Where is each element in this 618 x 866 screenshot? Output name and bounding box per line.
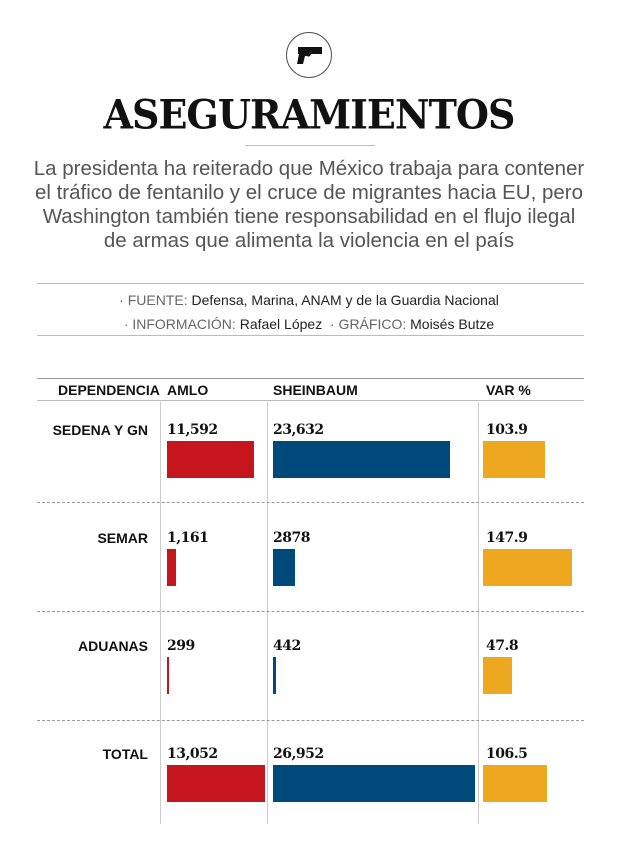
- sheinbaum-value-label: 23,632: [273, 422, 324, 438]
- divider: [37, 283, 584, 284]
- amlo-value-label: 13,052: [167, 746, 218, 762]
- col-header-sheinbaum: SHEINBAUM: [273, 382, 358, 398]
- amlo-bar: [167, 549, 176, 586]
- col-header-var: VAR %: [486, 382, 531, 398]
- row-divider: [37, 720, 584, 721]
- sheinbaum-value-label: 442: [273, 638, 301, 654]
- header-rule: [37, 400, 584, 401]
- column-divider: [267, 402, 268, 824]
- col-header-dependencia: DEPENDENCIA: [58, 382, 160, 398]
- var-value-label: 47.8: [486, 638, 519, 654]
- amlo-value-label: 1,161: [167, 530, 209, 546]
- var-bar: [483, 657, 512, 694]
- sheinbaum-bar: [273, 765, 476, 802]
- source-label: · FUENTE:: [119, 292, 188, 308]
- pistol-icon: [286, 32, 332, 78]
- col-header-amlo: AMLO: [167, 382, 209, 398]
- column-divider: [478, 402, 479, 824]
- graphic-label: · GRÁFICO:: [330, 316, 407, 332]
- row-label: ADUANAS: [78, 638, 148, 654]
- amlo-value-label: 11,592: [167, 422, 218, 438]
- divider: [37, 335, 584, 336]
- amlo-bar: [167, 657, 170, 694]
- var-bar: [483, 549, 572, 586]
- row-divider: [37, 502, 584, 503]
- sheinbaum-bar: [273, 549, 295, 586]
- source: Defensa, Marina, ANAM y de la Guardia Na…: [191, 292, 499, 308]
- var-bar: [483, 441, 546, 478]
- table-top-rule: [37, 378, 584, 379]
- row-divider: [37, 611, 584, 612]
- var-value-label: 147.9: [486, 530, 528, 546]
- sheinbaum-bar: [273, 657, 277, 694]
- var-bar: [483, 765, 547, 802]
- page-title: ASEGURAMIENTOS: [103, 90, 516, 139]
- row-label: SEMAR: [97, 530, 148, 546]
- amlo-value-label: 299: [167, 638, 195, 654]
- info-label: · INFORMACIÓN:: [123, 316, 236, 332]
- sheinbaum-bar: [273, 441, 451, 478]
- sheinbaum-value-label: 2878: [273, 530, 310, 546]
- var-value-label: 106.5: [486, 746, 528, 762]
- amlo-bar: [167, 441, 254, 478]
- credits: · FUENTE: Defensa, Marina, ANAM y de la …: [0, 288, 618, 336]
- amlo-bar: [167, 765, 265, 802]
- sheinbaum-value-label: 26,952: [273, 746, 324, 762]
- info: Rafael López: [239, 316, 323, 332]
- title-divider: [245, 145, 375, 146]
- row-label: SEDENA Y GN: [52, 422, 148, 438]
- graphic: Moisés Butze: [410, 316, 495, 332]
- var-value-label: 103.9: [486, 422, 528, 438]
- intro-text: La presidenta ha reiterado que México tr…: [33, 157, 585, 252]
- row-label: TOTAL: [102, 746, 148, 762]
- column-divider: [160, 402, 161, 824]
